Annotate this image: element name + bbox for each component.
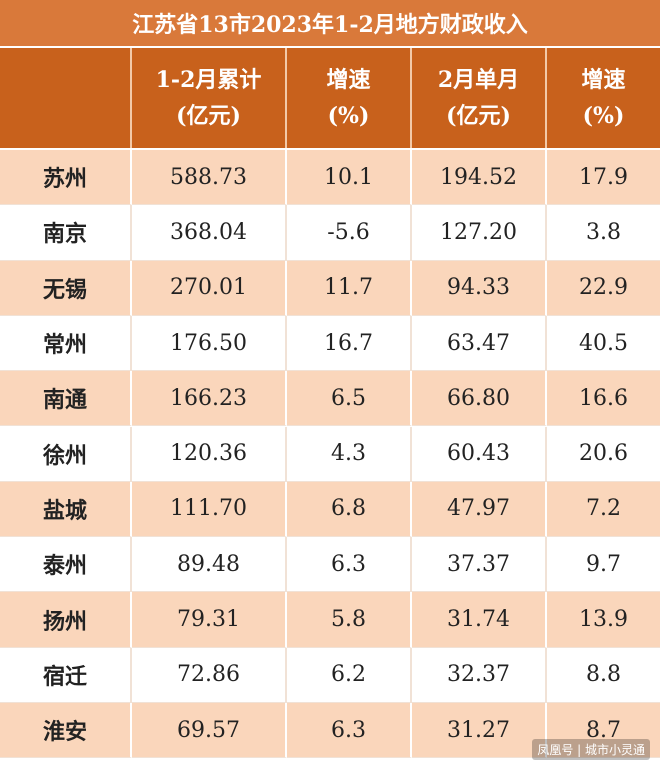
table-cell: 66.80 (412, 371, 547, 427)
column-header (0, 48, 132, 148)
table-cell: 22.9 (547, 260, 660, 316)
table-cell: 13.9 (547, 592, 660, 648)
header-line: 增速 (326, 67, 371, 93)
column-header: 增速 (%) (547, 48, 660, 148)
table-cell: 111.70 (132, 481, 287, 538)
table-title: 江苏省13市2023年1-2月地方财政收入 (0, 0, 660, 46)
table-cell: 69.57 (132, 703, 287, 759)
table-cell: 63.47 (412, 315, 547, 372)
table-cell: 11.7 (287, 260, 412, 316)
table-cell: 6.3 (287, 537, 412, 593)
table-cell: 40.5 (547, 315, 660, 372)
table-cell: 270.01 (132, 260, 287, 316)
table-cell: 176.50 (132, 315, 287, 372)
header-line: (%) (327, 103, 370, 129)
table-cell: 368.04 (132, 205, 287, 261)
table-cell: 5.8 (287, 592, 412, 648)
watermark: 凤凰号 | 城市小灵通 (532, 739, 650, 760)
table-cell: 194.52 (412, 150, 547, 206)
table-cell: 6.8 (287, 481, 412, 538)
table-cell: -5.6 (287, 205, 412, 261)
table-cell: 17.9 (547, 150, 660, 206)
header-line: 1-2月累计 (155, 67, 262, 93)
table-cell: 166.23 (132, 371, 287, 427)
table-cell: 94.33 (412, 260, 547, 316)
header-line: 2月单月 (437, 67, 520, 93)
table-cell: 6.5 (287, 371, 412, 427)
table-cell: 7.2 (547, 481, 660, 538)
column-header: 增速 (%) (287, 48, 412, 148)
table-cell: 31.74 (412, 592, 547, 648)
table-cell: 120.36 (132, 426, 287, 482)
row-label: 泰州 (0, 537, 132, 593)
row-label: 扬州 (0, 592, 132, 648)
row-label: 淮安 (0, 703, 132, 759)
table-cell: 8.7 (547, 703, 660, 759)
table-cell: 588.73 (132, 150, 287, 206)
row-label: 南通 (0, 371, 132, 427)
table-cell: 37.37 (412, 537, 547, 593)
table-cell: 32.37 (412, 647, 547, 703)
row-label: 徐州 (0, 426, 132, 482)
column-header: 2月单月 (亿元) (412, 48, 547, 148)
header-line: 增速 (581, 67, 626, 93)
table-cell: 60.43 (412, 426, 547, 482)
table-cell: 9.7 (547, 537, 660, 593)
table-cell: 89.48 (132, 537, 287, 593)
table-cell: 16.6 (547, 371, 660, 427)
table-cell: 4.3 (287, 426, 412, 482)
header-line: (亿元) (176, 103, 241, 129)
row-label: 宿迁 (0, 647, 132, 703)
table-cell: 3.8 (547, 205, 660, 261)
table-cell: 6.2 (287, 647, 412, 703)
row-label: 南京 (0, 205, 132, 261)
table-cell: 79.31 (132, 592, 287, 648)
table-cell: 8.8 (547, 647, 660, 703)
table-cell: 31.27 (412, 703, 547, 759)
table-cell: 10.1 (287, 150, 412, 206)
row-label: 无锡 (0, 260, 132, 316)
header-line: (亿元) (446, 103, 511, 129)
row-label: 常州 (0, 315, 132, 372)
header-line: (%) (582, 103, 625, 129)
table-cell: 20.6 (547, 426, 660, 482)
table-cell: 16.7 (287, 315, 412, 372)
row-label: 苏州 (0, 150, 132, 206)
table-cell: 72.86 (132, 647, 287, 703)
table-cell: 127.20 (412, 205, 547, 261)
column-header: 1-2月累计 (亿元) (132, 48, 287, 148)
row-label: 盐城 (0, 481, 132, 538)
table-cell: 47.97 (412, 481, 547, 538)
table-cell: 6.3 (287, 703, 412, 759)
